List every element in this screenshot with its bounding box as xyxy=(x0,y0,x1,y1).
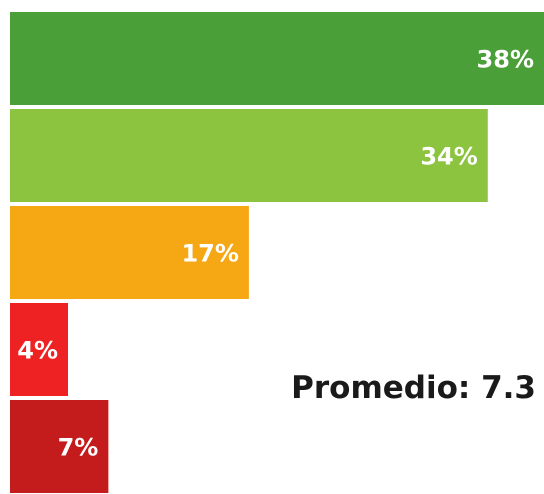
bar-1 xyxy=(10,109,488,202)
bar-4 xyxy=(10,400,109,493)
bar-value-label-3: 4% xyxy=(17,337,58,365)
average-label: Promedio: 7.3 xyxy=(291,370,536,406)
bar-0 xyxy=(10,12,544,105)
bar-2 xyxy=(10,206,249,299)
bar-value-label-4: 7% xyxy=(58,434,99,462)
bar-value-label-2: 17% xyxy=(181,240,238,268)
bar-value-label-1: 34% xyxy=(420,143,477,171)
bar-value-label-0: 38% xyxy=(477,46,534,74)
bar-3 xyxy=(10,303,68,396)
